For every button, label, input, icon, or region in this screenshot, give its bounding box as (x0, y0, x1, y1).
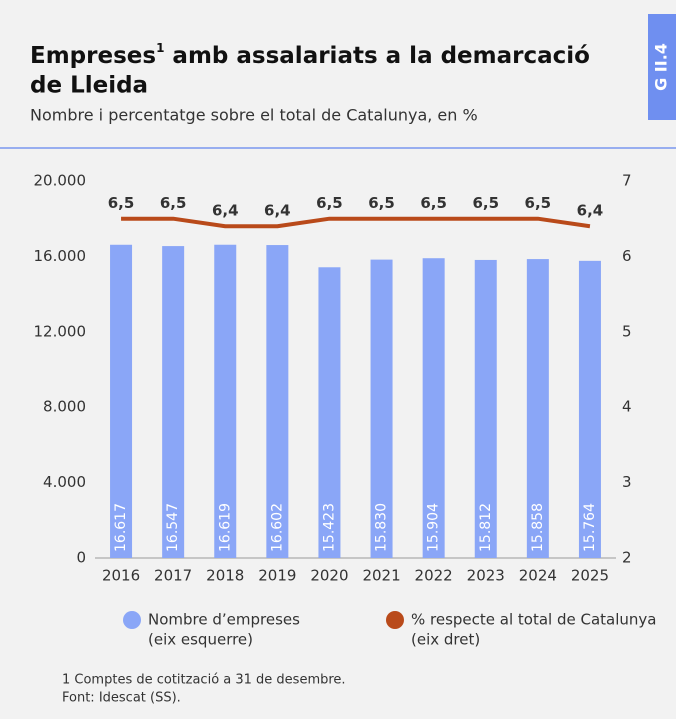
title-part: amb assalariats a la demarcació (164, 43, 590, 69)
bar-label: 16.619 (217, 503, 233, 552)
y-tick-label: 4.000 (43, 473, 86, 491)
bar-label: 15.764 (582, 503, 598, 552)
line-label: 6,4 (577, 202, 604, 220)
line-label: 6,5 (525, 194, 552, 212)
tab (648, 14, 676, 120)
bar (318, 267, 341, 558)
y2-tick-label: 3 (622, 473, 632, 491)
line (121, 216, 591, 229)
y-tick-label: 8.000 (43, 398, 86, 416)
x-tick-label: 2019 (258, 567, 296, 585)
legend-label: Nombre d’empreses (148, 611, 300, 629)
bar-label: 15.423 (321, 503, 337, 552)
line-label: 6,5 (108, 194, 135, 212)
y2-tick-label: 5 (622, 322, 632, 340)
y-tick-label: 20.000 (34, 172, 87, 190)
bar (266, 245, 289, 558)
x-tick-label: 2018 (206, 567, 244, 585)
line-label: 6,4 (264, 202, 291, 220)
chart-title: de Lleida (30, 73, 148, 99)
title-part: Empreses (30, 43, 156, 69)
y2-tick-label: 7 (622, 172, 632, 190)
bar (422, 258, 445, 558)
x-tick-label: 2021 (362, 567, 400, 585)
line-label: 6,5 (316, 194, 343, 212)
line-label: 6,4 (212, 202, 239, 220)
bar (110, 244, 133, 559)
y2-tick-label: 6 (622, 247, 632, 265)
bar-label: 15.830 (374, 503, 390, 552)
tab-label: G II.4 (652, 43, 671, 91)
bar-label: 15.904 (426, 503, 442, 552)
bar (474, 259, 497, 558)
chart-subtitle: Nombre i percentatge sobre el total de C… (30, 106, 478, 125)
x-tick-label: 2022 (415, 567, 453, 585)
x-tick-label: 2023 (467, 567, 505, 585)
y2-tick-label: 2 (622, 549, 632, 567)
x-tick-label: 2017 (154, 567, 192, 585)
legend-marker (386, 611, 404, 629)
bar-label: 16.547 (165, 503, 181, 552)
footnote: 1 Comptes de cotització a 31 de desembre… (62, 673, 346, 688)
x-tick-label: 2020 (310, 567, 348, 585)
line-label: 6,5 (420, 194, 447, 212)
bar-label: 15.858 (530, 503, 546, 552)
bar (214, 244, 237, 558)
line-label: 6,5 (472, 194, 499, 212)
bar (162, 246, 185, 558)
chart-title: Empreses1 amb assalariats a la demarcaci… (30, 41, 590, 69)
bar (526, 259, 549, 558)
bar-label: 16.617 (113, 503, 129, 552)
legend-label: % respecte al total de Catalunya (411, 611, 656, 629)
x-tick-label: 2016 (102, 567, 140, 585)
legend-marker (123, 611, 141, 629)
y-tick-label: 0 (76, 549, 86, 567)
bar (578, 260, 601, 558)
title-note: 1 (156, 41, 164, 55)
legend-note: (eix dret) (411, 631, 480, 649)
y-tick-label: 12.000 (34, 322, 87, 340)
bar (370, 259, 393, 558)
y-tick-label: 16.000 (34, 247, 87, 265)
bar-label: 15.812 (478, 503, 494, 552)
footnote: Font: Idescat (SS). (62, 691, 181, 706)
x-tick-label: 2025 (571, 567, 609, 585)
line-label: 6,5 (368, 194, 395, 212)
y2-tick-label: 4 (622, 398, 632, 416)
x-tick-label: 2024 (519, 567, 557, 585)
legend-note: (eix esquerre) (148, 631, 253, 649)
line-label: 6,5 (160, 194, 187, 212)
bar-label: 16.602 (269, 503, 285, 552)
